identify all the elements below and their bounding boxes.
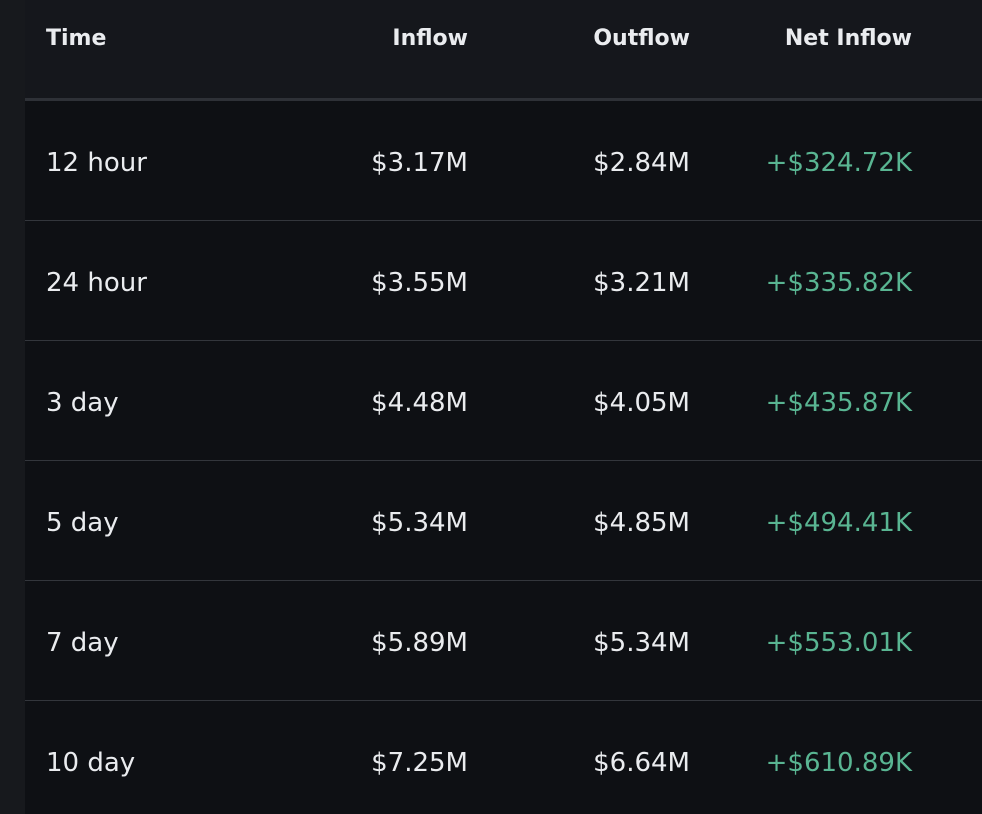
outflow-cell: $3.21M	[593, 268, 690, 298]
inflow-cell: $4.48M	[371, 388, 468, 418]
net-inflow-cell: +$553.01K	[765, 628, 912, 658]
net-inflow-cell: +$335.82K	[765, 268, 912, 298]
inflow-cell: $5.34M	[371, 508, 468, 538]
table-row: 10 day $7.25M $6.64M +$610.89K	[25, 701, 982, 814]
inflow-cell: $5.89M	[371, 628, 468, 658]
outflow-cell: $2.84M	[593, 148, 690, 178]
time-cell: 24 hour	[46, 268, 147, 298]
outflow-cell: $6.64M	[593, 748, 690, 778]
time-cell: 3 day	[46, 388, 119, 418]
table-row: 5 day $5.34M $4.85M +$494.41K	[25, 461, 982, 581]
left-panel-edge	[0, 0, 25, 814]
time-cell: 10 day	[46, 748, 136, 778]
time-cell: 5 day	[46, 508, 119, 538]
table-body: 12 hour $3.17M $2.84M +$324.72K 24 hour …	[25, 101, 982, 814]
table-row: 24 hour $3.55M $3.21M +$335.82K	[25, 221, 982, 341]
inflow-cell: $3.17M	[371, 148, 468, 178]
inflow-cell: $3.55M	[371, 268, 468, 298]
header-net-inflow[interactable]: Net Inflow	[784, 26, 912, 51]
outflow-cell: $4.05M	[593, 388, 690, 418]
net-inflow-cell: +$494.41K	[765, 508, 912, 538]
outflow-cell: $4.85M	[593, 508, 690, 538]
table-header: Time Inflow Outflow Net Inflow	[25, 0, 982, 101]
header-time[interactable]: Time	[46, 26, 107, 51]
net-inflow-cell: +$610.89K	[765, 748, 912, 778]
table-row: 7 day $5.89M $5.34M +$553.01K	[25, 581, 982, 701]
net-inflow-cell: +$324.72K	[765, 148, 912, 178]
flow-table: Time Inflow Outflow Net Inflow 12 hour $…	[25, 0, 982, 814]
header-outflow[interactable]: Outflow	[593, 26, 690, 51]
table-row: 3 day $4.48M $4.05M +$435.87K	[25, 341, 982, 461]
time-cell: 12 hour	[46, 148, 147, 178]
outflow-cell: $5.34M	[593, 628, 690, 658]
table-row: 12 hour $3.17M $2.84M +$324.72K	[25, 101, 982, 221]
inflow-cell: $7.25M	[371, 748, 468, 778]
time-cell: 7 day	[46, 628, 119, 658]
header-inflow[interactable]: Inflow	[392, 26, 468, 51]
net-inflow-cell: +$435.87K	[765, 388, 912, 418]
